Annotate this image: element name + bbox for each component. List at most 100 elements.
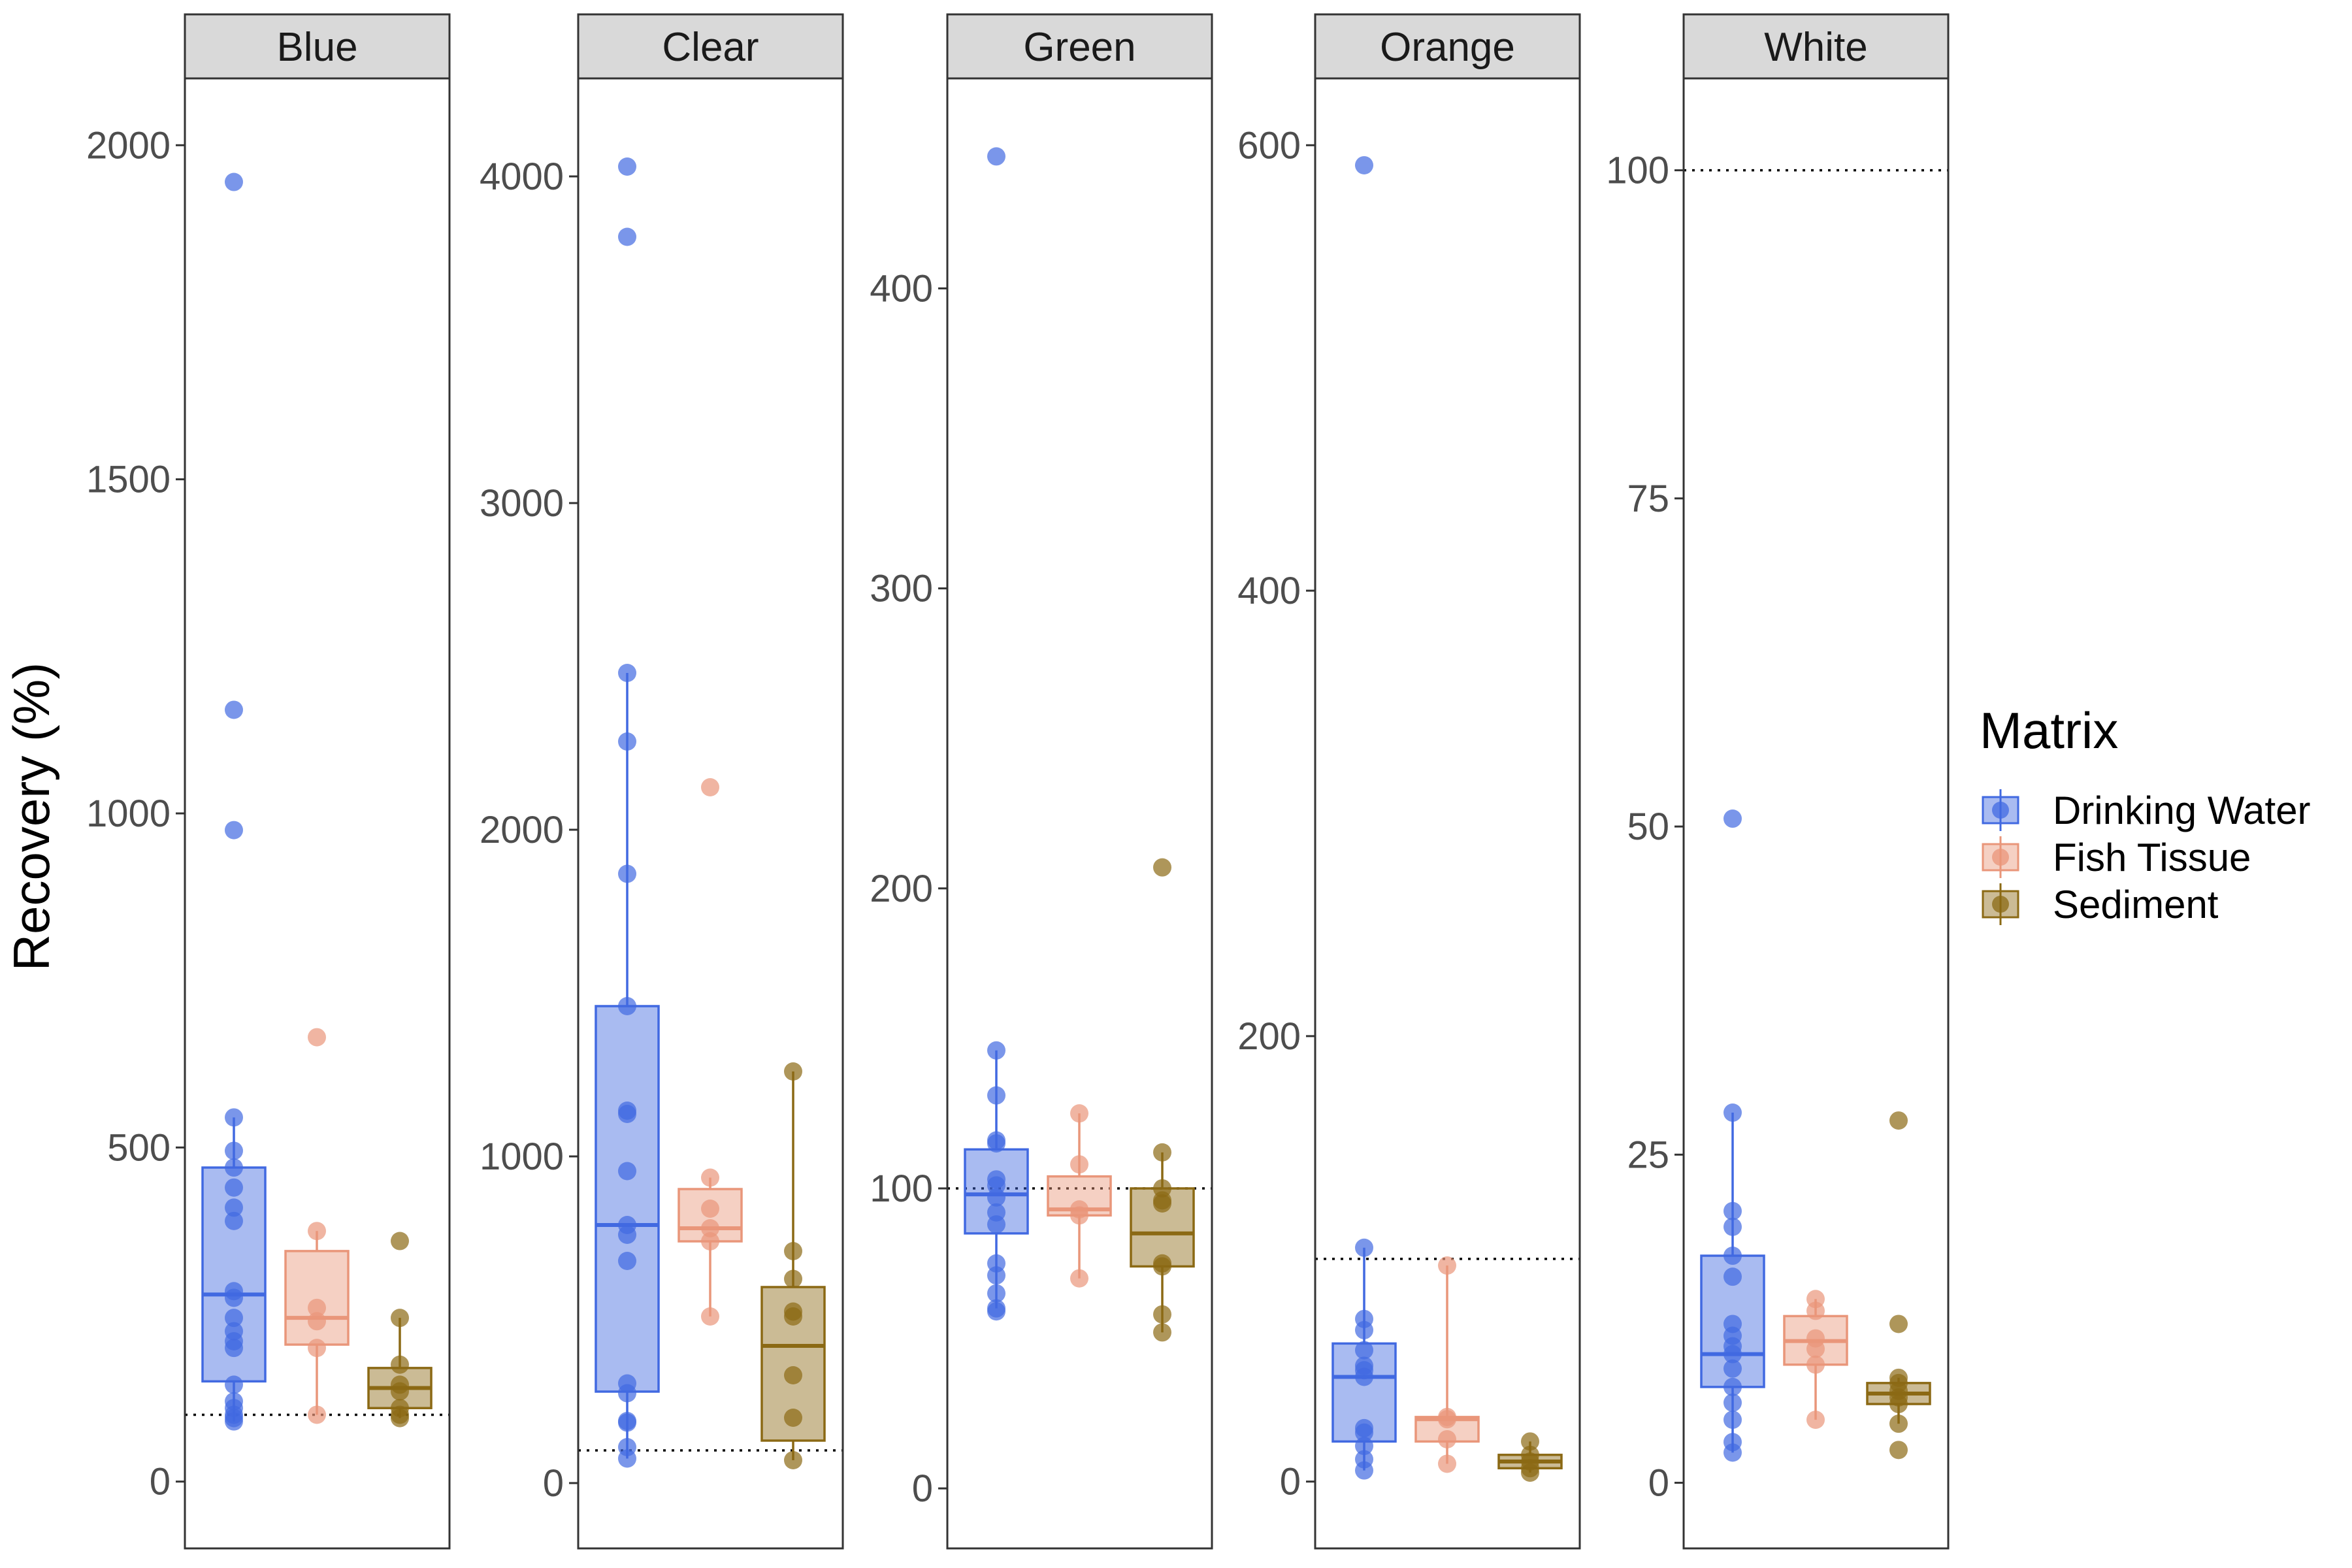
data-point bbox=[618, 1162, 636, 1181]
y-tick-label: 3000 bbox=[480, 482, 564, 525]
y-tick-label: 0 bbox=[1280, 1461, 1301, 1503]
data-point bbox=[225, 1211, 243, 1230]
data-point bbox=[1355, 1320, 1373, 1339]
data-point bbox=[225, 1108, 243, 1127]
group-fish-tissue bbox=[1414, 1256, 1480, 1473]
data-point bbox=[618, 227, 636, 246]
data-point bbox=[701, 1307, 719, 1326]
data-point bbox=[225, 700, 243, 719]
data-point bbox=[308, 1222, 326, 1241]
data-point bbox=[1153, 1257, 1171, 1276]
facet-strip-label: Orange bbox=[1380, 25, 1515, 70]
data-point bbox=[308, 1405, 326, 1424]
y-tick-label: 4000 bbox=[480, 155, 564, 198]
data-point bbox=[1723, 1377, 1742, 1396]
data-point bbox=[1521, 1463, 1539, 1482]
y-tick-label: 500 bbox=[107, 1126, 171, 1169]
data-point bbox=[225, 1288, 243, 1307]
data-point bbox=[618, 1252, 636, 1270]
data-point bbox=[784, 1269, 802, 1288]
data-point bbox=[225, 1339, 243, 1358]
group-sediment bbox=[1497, 1432, 1563, 1482]
data-point bbox=[701, 778, 719, 796]
group-fish-tissue bbox=[284, 1028, 350, 1424]
y-tick-label: 100 bbox=[870, 1168, 933, 1210]
data-point bbox=[1438, 1410, 1456, 1429]
facet-strip-label: Green bbox=[1023, 25, 1135, 70]
data-point bbox=[1723, 1247, 1742, 1266]
facet-strip-label: White bbox=[1764, 25, 1867, 70]
facet-blue: Blue 0 500 1000 1500 2000 bbox=[86, 13, 451, 1550]
group-drinking-water bbox=[201, 172, 267, 1431]
data-point bbox=[1806, 1411, 1825, 1429]
data-point bbox=[1438, 1256, 1456, 1275]
y-tick-label: 200 bbox=[870, 868, 933, 910]
panel-border bbox=[184, 77, 451, 1550]
data-point bbox=[1806, 1301, 1825, 1320]
legend-key-point bbox=[1992, 849, 2009, 866]
legend-label: Drinking Water bbox=[2053, 789, 2311, 832]
data-point bbox=[1723, 809, 1742, 828]
facet-strip bbox=[946, 13, 1213, 80]
y-tick-label: 1000 bbox=[480, 1135, 564, 1178]
data-point bbox=[308, 1312, 326, 1331]
data-point bbox=[1070, 1104, 1088, 1123]
y-tick-label: 200 bbox=[1237, 1015, 1301, 1058]
data-point bbox=[391, 1382, 409, 1401]
data-point bbox=[1723, 1217, 1742, 1236]
y-tick-label: 75 bbox=[1627, 478, 1669, 520]
y-tick-label: 400 bbox=[870, 267, 933, 310]
data-point bbox=[618, 157, 636, 176]
group-drinking-water bbox=[1331, 155, 1397, 1480]
data-point bbox=[987, 1302, 1005, 1321]
data-point bbox=[1355, 155, 1373, 174]
box bbox=[284, 1250, 350, 1346]
y-tick-label: 50 bbox=[1627, 806, 1669, 848]
group-drinking-water bbox=[964, 147, 1029, 1321]
data-point bbox=[1355, 1461, 1373, 1480]
data-point bbox=[308, 1298, 326, 1317]
data-point bbox=[391, 1232, 409, 1250]
legend-entry-drinking-water: Drinking Water bbox=[1982, 789, 2311, 832]
y-tick-label: 25 bbox=[1627, 1134, 1669, 1176]
facet-strip-label: Blue bbox=[276, 25, 357, 70]
data-point bbox=[225, 172, 243, 191]
legend-entry-fish-tissue: Fish Tissue bbox=[1982, 836, 2251, 879]
facet-strip bbox=[1314, 13, 1581, 80]
data-point bbox=[1723, 1359, 1742, 1378]
data-point bbox=[784, 1366, 802, 1384]
data-point bbox=[1889, 1414, 1908, 1433]
legend-label: Sediment bbox=[2053, 883, 2219, 926]
data-point bbox=[987, 147, 1005, 166]
y-tick-label: 1000 bbox=[86, 792, 171, 835]
data-point bbox=[225, 1309, 243, 1328]
facet-strip bbox=[184, 13, 451, 80]
data-point bbox=[701, 1219, 719, 1237]
panel-border bbox=[577, 77, 844, 1550]
data-point bbox=[1438, 1454, 1456, 1473]
data-point bbox=[308, 1339, 326, 1358]
data-point bbox=[618, 1384, 636, 1403]
data-point bbox=[225, 821, 243, 840]
data-point bbox=[1355, 1341, 1373, 1360]
data-point bbox=[225, 1141, 243, 1160]
data-point bbox=[1723, 1103, 1742, 1122]
data-point bbox=[1889, 1441, 1908, 1460]
data-point bbox=[784, 1307, 802, 1326]
data-point bbox=[1153, 1305, 1171, 1324]
data-point bbox=[1521, 1432, 1539, 1451]
group-sediment bbox=[760, 1062, 826, 1469]
data-point bbox=[784, 1062, 802, 1081]
data-point bbox=[1153, 1143, 1171, 1162]
data-point bbox=[618, 1413, 636, 1432]
data-point bbox=[1355, 1437, 1373, 1456]
group-fish-tissue bbox=[678, 778, 743, 1326]
data-point bbox=[1153, 1194, 1171, 1213]
facet-strip bbox=[1682, 13, 1950, 80]
data-point bbox=[1723, 1411, 1742, 1429]
data-point bbox=[618, 1449, 636, 1468]
y-tick-label: 0 bbox=[1648, 1462, 1669, 1505]
facet-white: White 0 25 50 75 100 bbox=[1606, 13, 1950, 1550]
data-point bbox=[1723, 1201, 1742, 1220]
